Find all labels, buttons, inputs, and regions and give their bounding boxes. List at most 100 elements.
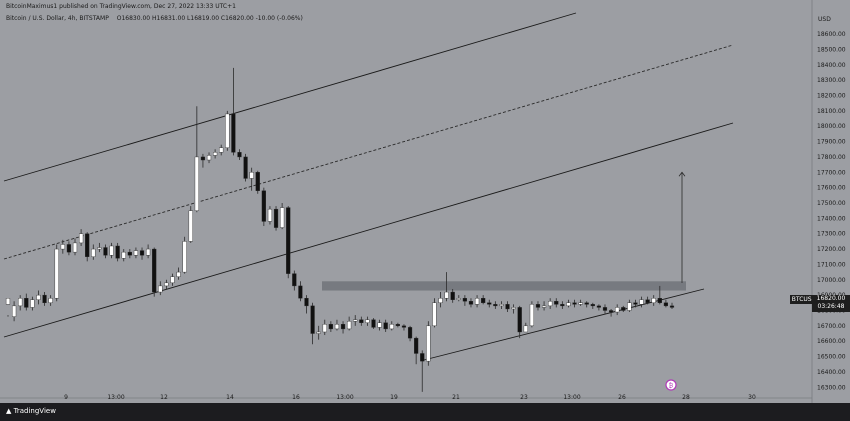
- down-candle: [340, 324, 346, 330]
- down-candle: [657, 298, 662, 304]
- candle: [200, 153, 206, 168]
- down-candle: [237, 152, 242, 158]
- candle: [493, 301, 498, 309]
- up-candle: [72, 242, 78, 253]
- up-candle: [377, 322, 382, 328]
- up-candle: [91, 248, 96, 257]
- up-candle: [164, 282, 169, 287]
- candle: [213, 149, 218, 159]
- candle: [146, 244, 151, 259]
- down-candle: [103, 247, 108, 256]
- event-marker-icon[interactable]: [665, 379, 677, 391]
- down-candle: [487, 302, 492, 305]
- candle: [170, 273, 175, 286]
- up-candle: [54, 248, 59, 299]
- candle: [54, 244, 59, 302]
- candle: [438, 292, 443, 308]
- drawings-layer: ₿: [3, 12, 734, 391]
- price-tick-label: 18100.00: [817, 108, 846, 115]
- price-tick-label: 16500.00: [817, 354, 846, 361]
- candle: [121, 249, 126, 262]
- down-candle: [255, 172, 260, 191]
- up-candle: [280, 207, 285, 228]
- down-candle: [645, 299, 650, 304]
- candle: [85, 232, 90, 262]
- down-candle: [560, 304, 565, 307]
- down-candle: [407, 327, 413, 339]
- time-tick-label: 21: [452, 394, 460, 401]
- up-candle: [499, 304, 504, 307]
- candle: [395, 322, 400, 328]
- price-tick-label: 17400.00: [817, 215, 846, 222]
- time-tick-label: 13:00: [107, 394, 124, 401]
- candle: [474, 295, 480, 308]
- candle: [499, 301, 504, 309]
- candle: [164, 279, 169, 289]
- instrument-label: Bitcoin / U.S. Dollar, 4h, BITSTAMP: [6, 15, 109, 22]
- up-candle: [523, 325, 528, 333]
- tradingview-logo-text: TradingView: [13, 407, 56, 415]
- price-tick-label: 16600.00: [817, 338, 846, 345]
- candle: [401, 324, 407, 331]
- tradingview-logo[interactable]: ▲ TradingView: [6, 407, 56, 415]
- up-candle: [615, 307, 620, 313]
- down-candle: [395, 324, 400, 327]
- time-tick-label: 14: [226, 394, 234, 401]
- up-candle: [176, 271, 181, 277]
- down-candle: [85, 233, 90, 257]
- candle: [97, 242, 102, 253]
- down-candle: [554, 301, 559, 305]
- candle: [225, 110, 230, 151]
- down-candle: [304, 298, 309, 307]
- last-price-badge: 16820.00 03:26:48: [812, 295, 850, 312]
- candle: [669, 302, 675, 309]
- candle: [608, 308, 614, 317]
- candle: [627, 299, 632, 313]
- price-tick-label: 18400.00: [817, 62, 846, 69]
- up-candle: [146, 248, 151, 256]
- candle: [18, 295, 23, 311]
- candle: [359, 316, 364, 326]
- up-candle: [194, 156, 199, 211]
- candle: [639, 296, 644, 308]
- candle: [182, 236, 187, 274]
- last-price: 16820.00: [816, 295, 846, 302]
- candle: [72, 238, 78, 256]
- candle: [127, 249, 132, 259]
- up-candle: [18, 298, 23, 307]
- up-candle: [219, 147, 224, 153]
- time-axis[interactable]: 9 13:00 12 14 16 13:00 19 21 23 13:00 26 28 30: [0, 394, 812, 401]
- candle: [615, 304, 620, 316]
- candle: [621, 305, 626, 313]
- up-candle: [548, 301, 553, 307]
- axis-currency-label: USD: [818, 16, 831, 23]
- price-tick-label: 17900.00: [817, 139, 846, 146]
- candle: [109, 242, 114, 259]
- price-tick-label: 17100.00: [817, 261, 846, 268]
- candle: [468, 298, 474, 308]
- down-candle: [24, 298, 29, 308]
- channel-upper-line: [3, 12, 577, 182]
- down-candle: [517, 307, 522, 333]
- candle: [5, 298, 11, 317]
- candle: [590, 302, 595, 309]
- candle: [554, 298, 559, 308]
- target-arrow-head: [678, 171, 686, 177]
- candle: [255, 170, 260, 194]
- down-candle: [633, 302, 638, 305]
- down-candle: [383, 322, 388, 330]
- up-candle: [60, 244, 65, 250]
- event-marker-label: ₿: [669, 383, 674, 390]
- candle: [566, 299, 571, 308]
- candle: [633, 299, 638, 308]
- candle: [261, 187, 266, 227]
- time-tick-label: 30: [748, 394, 756, 401]
- down-candle: [450, 291, 455, 300]
- channel-median-line: [3, 44, 734, 260]
- down-candle: [152, 248, 157, 293]
- up-candle: [651, 298, 656, 304]
- down-candle: [602, 307, 608, 311]
- candle: [237, 149, 242, 161]
- price-tick-label: 17500.00: [817, 200, 846, 207]
